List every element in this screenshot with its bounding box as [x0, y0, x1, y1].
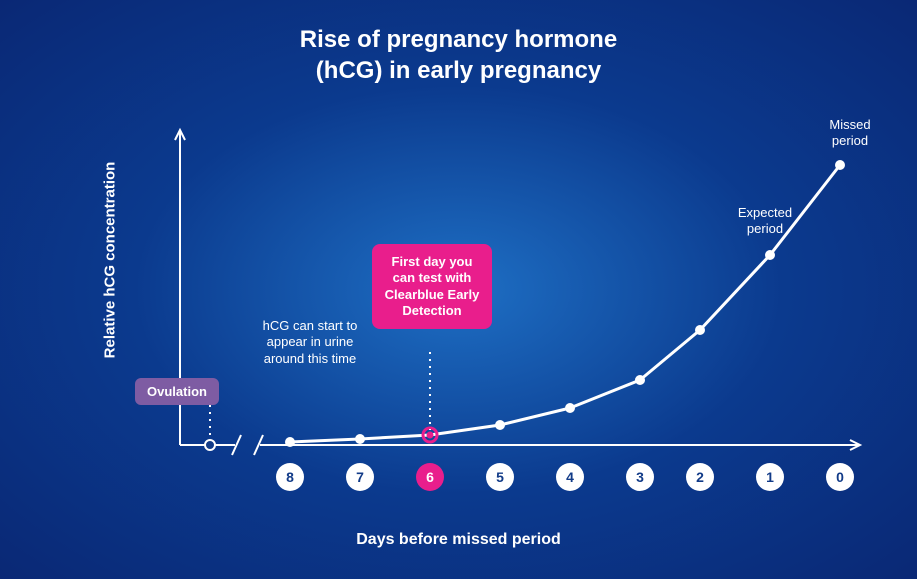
expected-period-label: Expected period [720, 205, 810, 238]
missed-period-label: Missed period [810, 117, 890, 150]
x-tick-3: 3 [626, 463, 654, 491]
clearblue-callout: First day you can test with Clearblue Ea… [372, 244, 492, 329]
x-tick-7: 7 [346, 463, 374, 491]
x-tick-2: 2 [686, 463, 714, 491]
x-tick-0: 0 [826, 463, 854, 491]
x-tick-5: 5 [486, 463, 514, 491]
ovulation-tag: Ovulation [135, 378, 219, 405]
x-tick-4: 4 [556, 463, 584, 491]
chart-canvas: Rise of pregnancy hormone (hCG) in early… [0, 0, 917, 579]
x-tick-8: 8 [276, 463, 304, 491]
hcg-start-annotation: hCG can start to appear in urine around … [255, 318, 365, 367]
x-tick-1: 1 [756, 463, 784, 491]
x-tick-6: 6 [416, 463, 444, 491]
